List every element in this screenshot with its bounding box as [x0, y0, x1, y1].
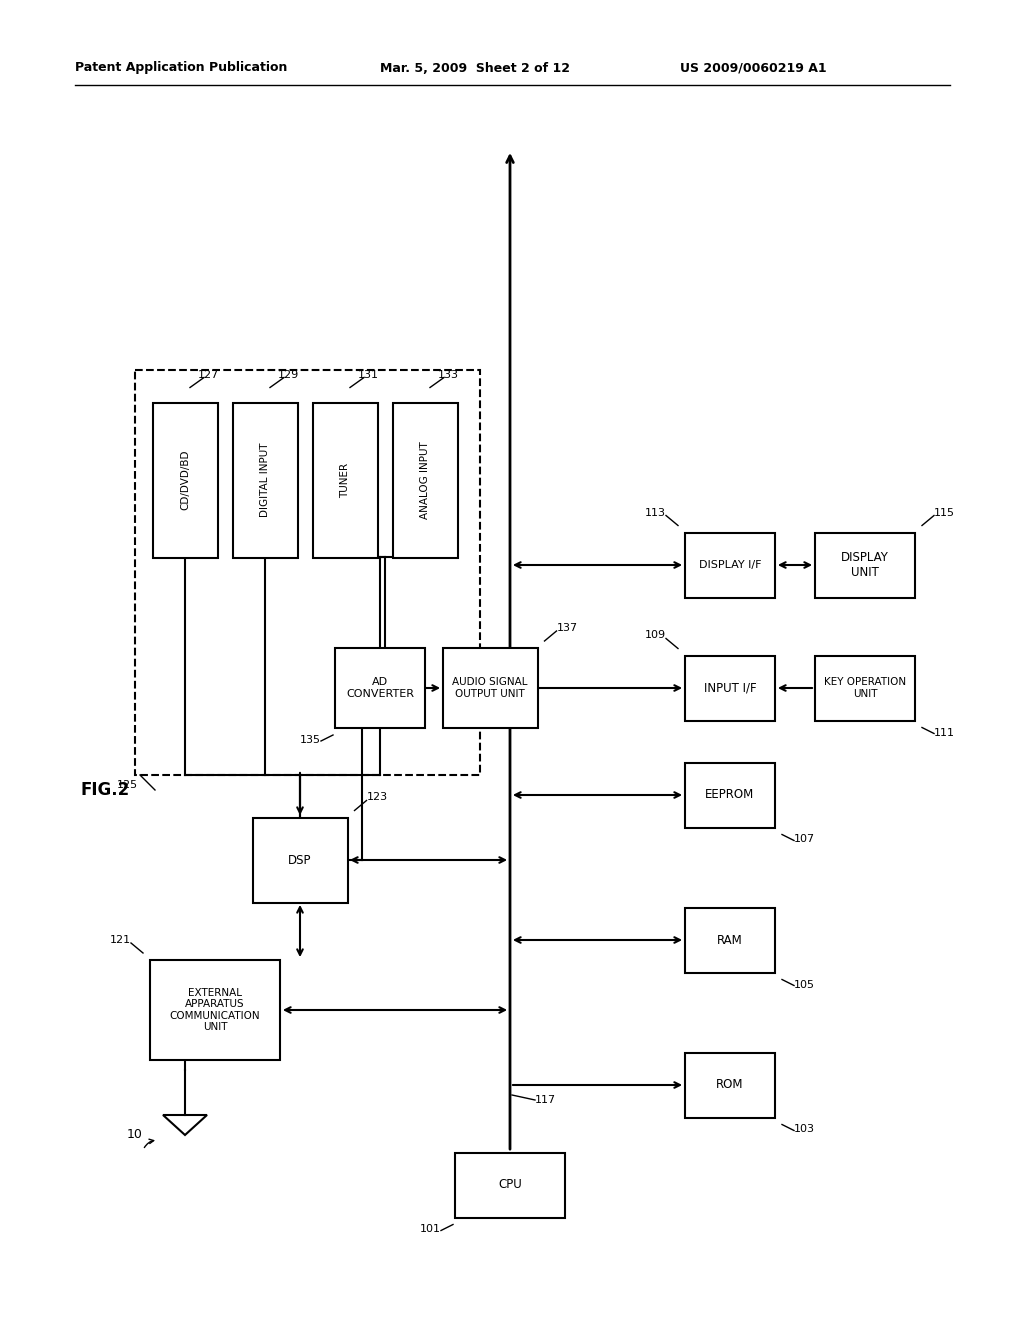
Bar	[685, 656, 775, 721]
Text: ANALOG INPUT: ANALOG INPUT	[420, 441, 430, 519]
Text: 135: 135	[300, 735, 321, 744]
Text: EEPROM: EEPROM	[706, 788, 755, 801]
Text: RAM: RAM	[717, 933, 742, 946]
Bar	[150, 960, 280, 1060]
Bar	[815, 656, 915, 721]
Text: INPUT I/F: INPUT I/F	[703, 681, 757, 694]
Text: 105: 105	[794, 979, 815, 990]
Bar	[135, 370, 480, 775]
Text: DISPLAY
UNIT: DISPLAY UNIT	[841, 550, 889, 579]
Bar	[312, 403, 378, 557]
Text: 125: 125	[117, 780, 138, 789]
Bar	[335, 648, 425, 729]
Bar	[685, 532, 775, 598]
Text: CD/DVD/BD: CD/DVD/BD	[180, 450, 190, 511]
Text: 133: 133	[438, 370, 459, 380]
Text: 101: 101	[420, 1225, 441, 1234]
Text: TUNER: TUNER	[340, 462, 350, 498]
Text: DISPLAY I/F: DISPLAY I/F	[698, 560, 761, 570]
Text: 123: 123	[367, 792, 388, 803]
Text: 129: 129	[278, 370, 299, 380]
Text: DSP: DSP	[288, 854, 311, 866]
Text: 10: 10	[127, 1129, 143, 1142]
Bar	[815, 532, 915, 598]
Text: 109: 109	[645, 631, 666, 640]
Text: EXTERNAL
APPARATUS
COMMUNICATION
UNIT: EXTERNAL APPARATUS COMMUNICATION UNIT	[170, 987, 260, 1032]
Bar	[153, 403, 217, 557]
Text: CPU: CPU	[498, 1179, 522, 1192]
Text: Mar. 5, 2009  Sheet 2 of 12: Mar. 5, 2009 Sheet 2 of 12	[380, 62, 570, 74]
Text: 115: 115	[934, 507, 955, 517]
Text: KEY OPERATION
UNIT: KEY OPERATION UNIT	[824, 677, 906, 698]
Bar	[232, 403, 298, 557]
Text: 121: 121	[110, 935, 131, 945]
Bar	[455, 1152, 565, 1217]
Text: 137: 137	[556, 623, 578, 634]
Text: 131: 131	[358, 370, 379, 380]
Text: FIG.2: FIG.2	[80, 781, 129, 799]
Bar	[442, 648, 538, 729]
Text: US 2009/0060219 A1: US 2009/0060219 A1	[680, 62, 826, 74]
Bar	[685, 908, 775, 973]
Text: 111: 111	[934, 727, 955, 738]
Text: AUDIO SIGNAL
OUTPUT UNIT: AUDIO SIGNAL OUTPUT UNIT	[453, 677, 527, 698]
Text: Patent Application Publication: Patent Application Publication	[75, 62, 288, 74]
Bar	[685, 1052, 775, 1118]
Text: 113: 113	[645, 507, 666, 517]
Bar	[253, 817, 347, 903]
Bar	[392, 403, 458, 557]
Text: AD
CONVERTER: AD CONVERTER	[346, 677, 414, 698]
Text: DIGITAL INPUT: DIGITAL INPUT	[260, 442, 270, 517]
Text: 107: 107	[794, 834, 815, 845]
Text: 127: 127	[198, 370, 219, 380]
Text: 117: 117	[535, 1096, 556, 1105]
Text: ROM: ROM	[716, 1078, 743, 1092]
Bar	[685, 763, 775, 828]
Text: 103: 103	[794, 1125, 815, 1134]
